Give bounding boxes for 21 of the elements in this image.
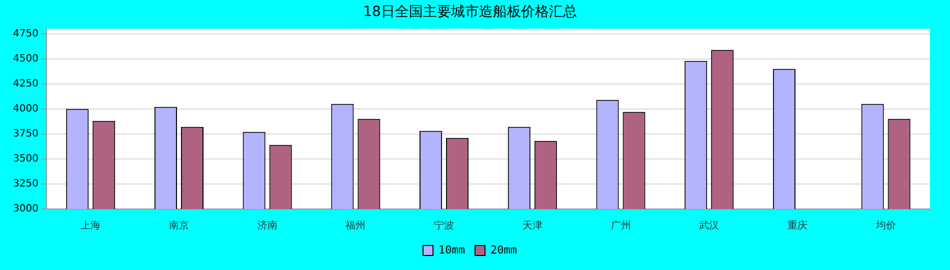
- y-tick-label: 3500: [12, 154, 38, 165]
- x-tick-label: 武汉: [699, 220, 720, 232]
- x-tick-label: 南京: [168, 220, 189, 232]
- y-tick-label: 4750: [12, 28, 38, 40]
- y-tick-label: 3750: [12, 128, 38, 140]
- x-tick-label: 福州: [346, 220, 366, 232]
- legend-label: 10mm: [438, 243, 466, 256]
- y-tick-label: 4000: [12, 103, 38, 114]
- chart-title: 18日全国主要城市造船板价格汇总: [363, 4, 577, 20]
- x-tick-label: 广州: [610, 220, 631, 232]
- x-tick-label: 天津: [522, 220, 542, 232]
- x-tick-label: 济南: [257, 220, 278, 232]
- x-tick-label: 上海: [80, 220, 101, 232]
- y-tick-label: 3000: [12, 204, 38, 215]
- y-tick-label: 3250: [12, 178, 38, 190]
- x-tick-label: 重庆: [787, 220, 808, 232]
- y-tick-label: 4250: [12, 78, 38, 90]
- x-tick-label: 均价: [874, 220, 896, 232]
- y-tick-label: 4500: [12, 53, 38, 64]
- x-tick-label: 宁波: [434, 220, 454, 232]
- legend-label: 20mm: [490, 243, 518, 256]
